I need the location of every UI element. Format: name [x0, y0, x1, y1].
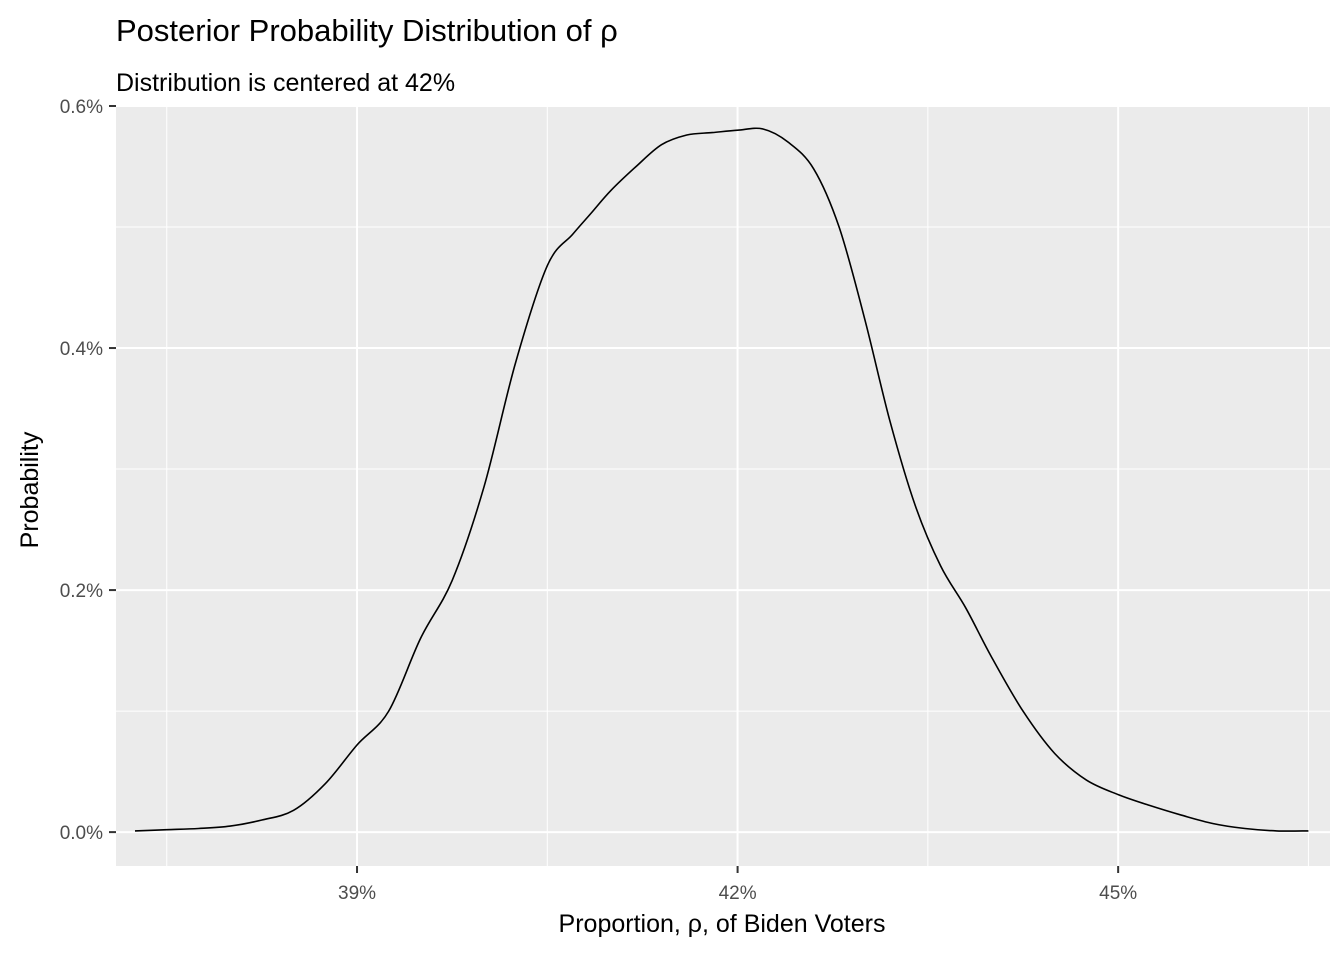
x-tick-label: 39% [338, 883, 376, 904]
chart-subtitle: Distribution is centered at 42% [116, 69, 455, 97]
chart-title: Posterior Probability Distribution of ρ [116, 13, 618, 48]
y-tick-label: 0.0% [60, 823, 103, 844]
y-axis-title: Probability [16, 431, 44, 548]
y-tick-label: 0.6% [60, 97, 103, 118]
x-tick-label: 45% [1099, 883, 1137, 904]
plot-panel [116, 106, 1330, 866]
x-tick-label: 42% [719, 883, 757, 904]
y-tick-label: 0.4% [60, 339, 103, 360]
x-axis: 39% 42% 45% [338, 866, 1137, 904]
major-gridlines [116, 105, 1330, 866]
y-tick-label: 0.2% [60, 581, 103, 602]
density-curve [134, 127, 1309, 832]
y-axis: 0.0% 0.2% 0.4% 0.6% [60, 97, 116, 844]
minor-gridlines [116, 106, 1330, 866]
x-axis-title: Proportion, ρ, of Biden Voters [559, 910, 886, 938]
